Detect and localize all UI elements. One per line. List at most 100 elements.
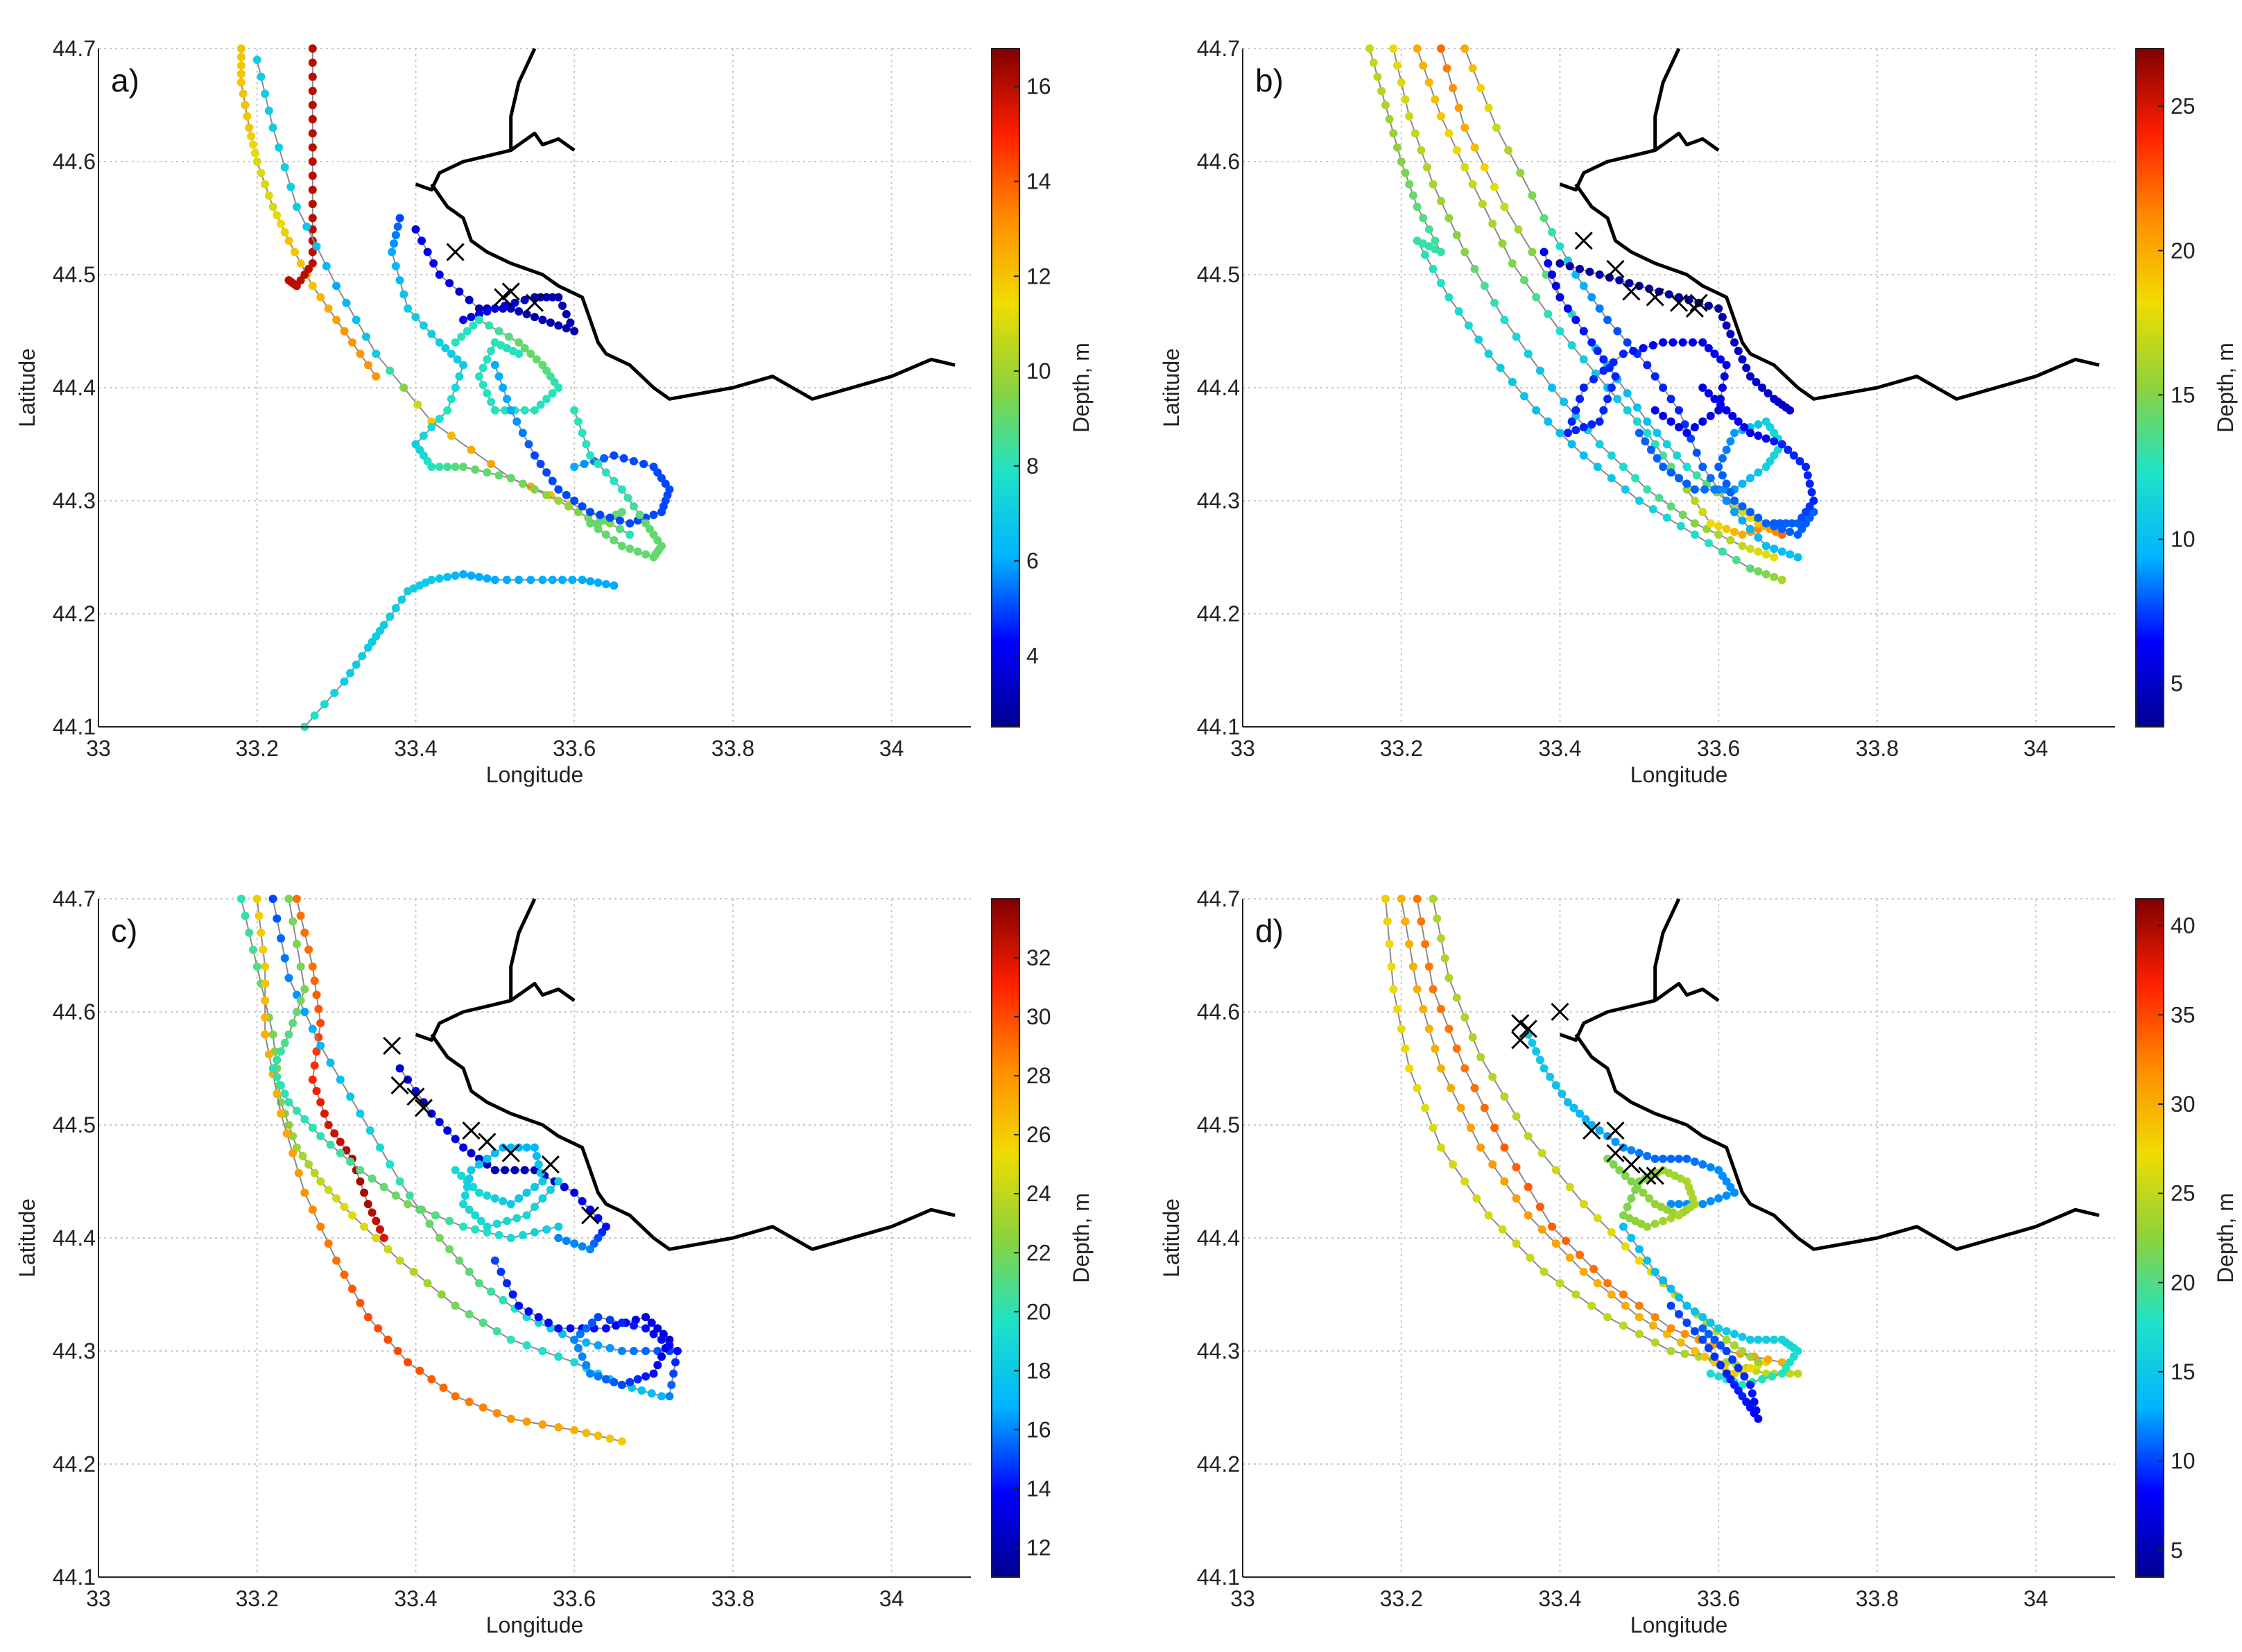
colorbar-tick-label: 14 xyxy=(1026,169,1051,193)
track-point xyxy=(300,1115,309,1124)
track-point xyxy=(538,316,547,325)
track-point xyxy=(601,1324,610,1333)
track-point xyxy=(1706,519,1715,528)
track-point xyxy=(264,1050,273,1059)
track-point xyxy=(1615,276,1624,285)
track-point xyxy=(1452,146,1461,155)
track-point xyxy=(259,945,268,954)
colorbar-tick-label: 26 xyxy=(1026,1122,1051,1147)
track-point xyxy=(1643,361,1652,370)
plot-area xyxy=(1243,49,2115,727)
track-point xyxy=(1629,347,1638,356)
track-point xyxy=(273,1056,282,1065)
track-point xyxy=(578,502,587,511)
track-point xyxy=(1445,214,1454,223)
track-point xyxy=(570,463,579,472)
track-point xyxy=(245,123,254,132)
track-point xyxy=(1635,497,1644,505)
colorbar-tick-label: 25 xyxy=(2171,1181,2196,1206)
track-point xyxy=(245,928,254,937)
track-point xyxy=(494,471,503,480)
track-point xyxy=(1678,338,1687,347)
release-marker xyxy=(1646,1167,1664,1185)
track-point xyxy=(393,1347,402,1355)
track-point xyxy=(1470,143,1479,152)
track-point xyxy=(512,417,521,426)
track-point xyxy=(451,571,460,580)
track-point xyxy=(1777,576,1786,585)
track-point xyxy=(1548,270,1557,279)
track-point xyxy=(1413,985,1422,994)
track-point xyxy=(273,914,282,923)
track-point xyxy=(1571,426,1580,435)
track-point xyxy=(1555,293,1564,302)
track-point xyxy=(340,1270,349,1279)
track-point xyxy=(1619,1222,1628,1231)
track-point xyxy=(1524,1030,1533,1039)
track-point xyxy=(502,1279,511,1288)
y-tick-label: 44.6 xyxy=(1197,999,1240,1024)
track-point xyxy=(1761,550,1770,559)
track-point xyxy=(316,1019,325,1028)
track-point xyxy=(594,1313,603,1322)
track-point xyxy=(1397,157,1406,166)
track-point xyxy=(386,366,395,375)
panel-label: c) xyxy=(111,913,137,949)
track-point xyxy=(515,350,524,359)
track-point xyxy=(1722,1327,1731,1336)
track-point xyxy=(1472,1194,1481,1203)
track-point xyxy=(284,895,293,903)
track-point xyxy=(1436,1004,1445,1013)
track-point xyxy=(257,72,266,81)
track-point xyxy=(304,945,313,954)
track-point xyxy=(469,1182,478,1191)
track-point xyxy=(483,574,492,583)
track-point xyxy=(506,406,515,415)
y-axis-label: Latitude xyxy=(1159,1198,1184,1277)
track-point xyxy=(1621,1301,1630,1310)
track-point xyxy=(474,316,483,325)
trajectory-3 xyxy=(252,55,635,539)
track-point xyxy=(515,307,524,316)
track-point xyxy=(1613,395,1622,404)
track-point xyxy=(1603,1132,1612,1141)
track-point xyxy=(544,1318,553,1327)
track-point xyxy=(460,1191,469,1200)
panel-a: 33 33.2 33.4 33.6 33.8 34 44.1 44.2 44.3 44.4 44.5… xyxy=(15,36,1094,787)
track-point xyxy=(1537,1148,1546,1158)
trajectory-9 xyxy=(1698,384,1818,528)
track-point xyxy=(1411,129,1420,138)
track-point xyxy=(1722,445,1731,454)
track-point xyxy=(431,1211,440,1220)
track-point xyxy=(478,380,488,389)
track-point xyxy=(312,1087,321,1096)
track-point xyxy=(1498,239,1507,248)
track-point xyxy=(1569,1103,1578,1112)
track-point xyxy=(459,1200,468,1209)
track-point xyxy=(409,1267,418,1276)
track-point xyxy=(1405,940,1414,949)
track-point xyxy=(626,519,635,528)
track-point xyxy=(1704,1343,1713,1352)
track-point xyxy=(1401,917,1410,926)
x-axis-label: Longitude xyxy=(486,1612,584,1637)
track-point xyxy=(308,44,317,53)
track-point xyxy=(300,928,309,937)
track-point xyxy=(601,468,610,477)
release-marker xyxy=(383,1036,402,1055)
track-point xyxy=(268,1064,277,1073)
track-point xyxy=(1710,1335,1719,1344)
track-point xyxy=(501,406,510,415)
track-point xyxy=(1500,1143,1509,1152)
coastline xyxy=(1653,897,1681,1001)
y-axis-label: Latitude xyxy=(15,1198,40,1277)
track-point xyxy=(288,1148,298,1158)
x-tick-label: 33 xyxy=(86,1586,111,1611)
release-marker xyxy=(1606,259,1625,278)
track-point xyxy=(1650,1267,1659,1276)
track-point xyxy=(548,476,557,485)
track-point xyxy=(261,979,270,988)
track-point xyxy=(316,1041,325,1050)
track-point xyxy=(372,350,381,359)
track-point xyxy=(594,1341,603,1350)
